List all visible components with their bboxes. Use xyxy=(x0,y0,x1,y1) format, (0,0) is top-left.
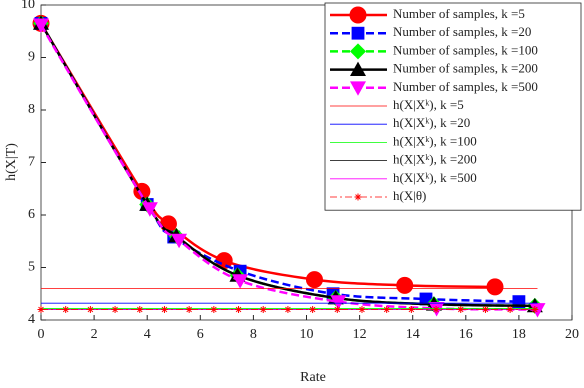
data-point xyxy=(62,306,70,313)
data-point xyxy=(141,202,158,217)
y-tick-label: 7 xyxy=(28,155,35,170)
legend-marker xyxy=(351,26,365,40)
data-point xyxy=(531,306,539,313)
legend-label: h(X|Xᵏ), k =20 xyxy=(393,115,470,130)
data-point xyxy=(259,306,267,313)
data-point xyxy=(111,306,119,313)
x-tick-label: 18 xyxy=(512,327,526,342)
x-tick-label: 12 xyxy=(353,327,367,342)
x-tick-label: 8 xyxy=(250,327,257,342)
x-tick-label: 0 xyxy=(38,327,45,342)
legend: Number of samples, k =5 Number of samples… xyxy=(324,2,582,211)
y-tick-label: 10 xyxy=(21,0,35,12)
data-point xyxy=(37,306,45,313)
x-tick-label: 14 xyxy=(406,327,420,342)
x-axis-label: Rate xyxy=(300,370,326,385)
legend-marker xyxy=(349,6,367,24)
data-point xyxy=(305,271,323,289)
data-point xyxy=(481,306,489,313)
data-point xyxy=(383,306,391,313)
x-tick-label: 6 xyxy=(197,327,204,342)
data-point xyxy=(86,306,94,313)
legend-label: Number of samples, k =5 xyxy=(393,6,525,21)
data-point xyxy=(232,274,249,289)
x-tick-label: 16 xyxy=(459,327,473,342)
data-point xyxy=(506,306,514,313)
data-point xyxy=(309,306,317,313)
data-point xyxy=(358,306,366,313)
data-point xyxy=(235,306,243,313)
legend-marker xyxy=(350,61,366,76)
y-tick-label: 8 xyxy=(28,102,35,117)
x-tick-label: 2 xyxy=(91,327,98,342)
x-tick-label: 10 xyxy=(300,327,314,342)
legend-label: Number of samples, k =500 xyxy=(393,79,538,94)
data-point xyxy=(330,295,347,310)
legend-label: Number of samples, k =100 xyxy=(393,42,538,57)
data-point xyxy=(33,18,49,33)
legend-marker xyxy=(354,193,362,201)
legend-marker xyxy=(350,81,366,96)
y-tick-label: 4 xyxy=(28,312,35,327)
y-tick-label: 6 xyxy=(28,207,35,222)
data-point xyxy=(457,306,465,313)
data-point xyxy=(159,215,177,233)
data-point xyxy=(396,276,414,294)
data-point xyxy=(333,306,341,313)
legend-marker xyxy=(350,43,366,60)
data-point xyxy=(486,278,504,296)
y-tick-label: 5 xyxy=(28,260,35,275)
legend-label: h(X|Xᵏ), k =500 xyxy=(393,170,477,185)
x-tick-label: 20 xyxy=(565,327,579,342)
legend-label: h(X|Xᵏ), k =100 xyxy=(393,133,477,148)
legend-box xyxy=(324,2,582,211)
data-point xyxy=(284,306,292,313)
data-point xyxy=(171,233,188,249)
legend-label: h(X|Xᵏ), k =200 xyxy=(393,152,477,167)
data-point xyxy=(210,306,218,313)
data-point xyxy=(529,303,546,318)
y-axis-label: h(X|T) xyxy=(4,143,19,181)
legend-label: Number of samples, k =20 xyxy=(393,24,531,39)
legend-label: h(X|Xᵏ), k =5 xyxy=(393,97,464,112)
data-point xyxy=(185,306,193,313)
data-point xyxy=(432,306,440,313)
y-tick-label: 9 xyxy=(28,50,35,65)
legend-label: h(X|θ) xyxy=(393,188,426,203)
legend-label: Number of samples, k =200 xyxy=(393,61,538,76)
data-point xyxy=(407,306,415,313)
x-tick-label: 4 xyxy=(144,327,151,342)
data-point xyxy=(136,306,144,313)
data-point xyxy=(160,306,168,313)
